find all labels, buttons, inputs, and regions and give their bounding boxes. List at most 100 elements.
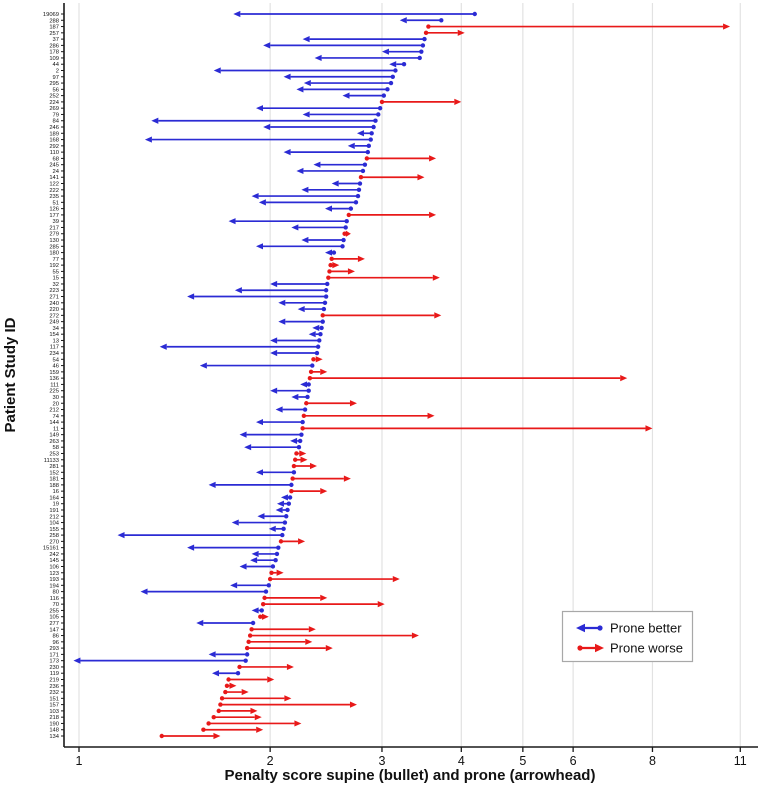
arrow-row: 126 bbox=[49, 205, 354, 213]
arrow-row: 130 bbox=[49, 236, 346, 244]
supine-bullet-icon bbox=[308, 369, 314, 375]
patient-id-label: 80 bbox=[53, 590, 59, 596]
supine-bullet-icon bbox=[287, 495, 293, 500]
arrow-row: 37 bbox=[53, 36, 427, 43]
supine-bullet-icon bbox=[342, 231, 347, 236]
supine-bullet-icon bbox=[274, 551, 280, 557]
right-arrowhead-icon bbox=[256, 726, 264, 733]
patient-id-label: 148 bbox=[49, 728, 59, 734]
supine-bullet-icon bbox=[244, 645, 250, 651]
patient-id-label: 257 bbox=[49, 31, 59, 37]
arrow-row: 46 bbox=[53, 362, 315, 370]
right-arrowhead-icon bbox=[315, 356, 323, 363]
arrow-row: 68 bbox=[53, 155, 437, 162]
supine-bullet-icon bbox=[247, 633, 253, 638]
arrow-row: 281 bbox=[49, 462, 317, 470]
arrow-row: 159 bbox=[49, 368, 328, 376]
supine-bullet-icon bbox=[267, 576, 273, 582]
patient-id-label: 55 bbox=[53, 269, 59, 275]
left-arrowhead-icon bbox=[283, 149, 291, 156]
arrow-row: 111 bbox=[50, 381, 311, 388]
arrow-row: 97 bbox=[53, 73, 395, 81]
arrow-row: 105 bbox=[49, 613, 269, 621]
arrow-row: 96 bbox=[53, 638, 313, 646]
patient-id-label: 155 bbox=[49, 527, 59, 533]
arrow-row: 271 bbox=[49, 293, 329, 301]
patient-id-label: 13 bbox=[53, 338, 59, 344]
right-arrowhead-icon bbox=[299, 450, 307, 457]
patient-id-label: 105 bbox=[49, 615, 59, 621]
right-arrowhead-icon bbox=[286, 663, 294, 671]
patient-id-label: 187 bbox=[49, 25, 59, 31]
arrow-row: 15 bbox=[53, 274, 440, 282]
left-arrowhead-icon bbox=[250, 557, 258, 564]
patient-id-label: 246 bbox=[49, 125, 59, 131]
supine-bullet-icon bbox=[358, 175, 364, 180]
right-arrowhead-icon bbox=[645, 425, 653, 432]
arrow-row: 235 bbox=[49, 192, 361, 200]
supine-bullet-icon bbox=[422, 36, 427, 42]
right-arrowhead-icon bbox=[320, 368, 328, 375]
arrow-row: 190 bbox=[49, 720, 302, 727]
left-arrowhead-icon bbox=[301, 186, 309, 193]
patient-id-label: 191 bbox=[49, 508, 59, 514]
patient-id-label: 225 bbox=[49, 389, 59, 395]
supine-bullet-icon bbox=[290, 476, 295, 481]
arrow-row: 177 bbox=[49, 211, 437, 219]
left-arrowhead-icon bbox=[301, 236, 309, 244]
right-arrowhead-icon bbox=[267, 676, 275, 683]
patient-id-label: 295 bbox=[49, 81, 59, 87]
arrow-row: 168 bbox=[49, 136, 373, 144]
arrow-row: 51 bbox=[53, 199, 359, 206]
patient-id-label: 263 bbox=[49, 439, 59, 445]
left-arrowhead-icon bbox=[140, 588, 148, 595]
patient-id-label: 171 bbox=[49, 652, 59, 658]
left-arrowhead-icon bbox=[276, 500, 284, 507]
patient-id-label: 218 bbox=[49, 715, 59, 721]
legend: Prone better Prone worse bbox=[561, 610, 694, 663]
arrow-row: 149 bbox=[49, 431, 304, 439]
patient-id-label: 46 bbox=[53, 364, 59, 370]
patient-id-label: 134 bbox=[49, 734, 59, 740]
supine-bullet-icon bbox=[362, 162, 368, 167]
arrow-row: 77 bbox=[53, 255, 365, 263]
arrow-row: 189 bbox=[49, 130, 374, 137]
right-arrowhead-icon bbox=[241, 688, 249, 696]
patient-id-label: 212 bbox=[49, 408, 59, 414]
left-arrowhead-icon bbox=[263, 123, 271, 131]
arrow-row: 212 bbox=[49, 406, 308, 414]
patient-id-label: 123 bbox=[49, 571, 59, 577]
left-arrowhead-icon bbox=[251, 550, 259, 558]
supine-bullet-icon bbox=[235, 671, 241, 676]
patient-id-label: 253 bbox=[49, 451, 59, 457]
left-arrowhead-icon bbox=[268, 525, 276, 532]
patient-id-label: 19069 bbox=[43, 12, 59, 18]
x-tick-label: 1 bbox=[76, 754, 83, 768]
patient-id-label: 285 bbox=[49, 244, 59, 250]
supine-bullet-icon bbox=[376, 112, 381, 117]
patient-id-label: 130 bbox=[49, 238, 59, 244]
patient-id-label: 223 bbox=[49, 288, 59, 294]
supine-bullet-icon bbox=[371, 124, 376, 130]
patient-id-label: 219 bbox=[49, 677, 59, 683]
arrow-row: 155 bbox=[49, 525, 286, 533]
arrow-row: 187 bbox=[49, 23, 731, 31]
right-arrowhead-icon bbox=[349, 400, 357, 407]
patient-id-label: 11133 bbox=[44, 458, 59, 464]
left-arrowhead-icon bbox=[275, 406, 283, 413]
right-arrowhead-icon bbox=[457, 29, 465, 36]
patient-id-label: 157 bbox=[49, 703, 59, 709]
left-arrowhead-icon bbox=[256, 243, 264, 250]
arrow-row: 192 bbox=[49, 262, 340, 269]
arrow-row: 55 bbox=[53, 268, 355, 275]
supine-bullet-icon bbox=[328, 262, 333, 268]
left-arrowhead-icon bbox=[275, 506, 283, 514]
arrow-row: 16 bbox=[53, 488, 328, 495]
supine-bullet-icon bbox=[266, 583, 271, 588]
arrow-row: 145 bbox=[49, 557, 278, 564]
patient-id-label: 103 bbox=[49, 709, 59, 715]
arrow-row: 19069 bbox=[43, 10, 477, 18]
supine-bullet-icon bbox=[306, 382, 311, 387]
patient-id-label: 37 bbox=[53, 37, 59, 43]
x-tick-label: 6 bbox=[570, 754, 577, 768]
